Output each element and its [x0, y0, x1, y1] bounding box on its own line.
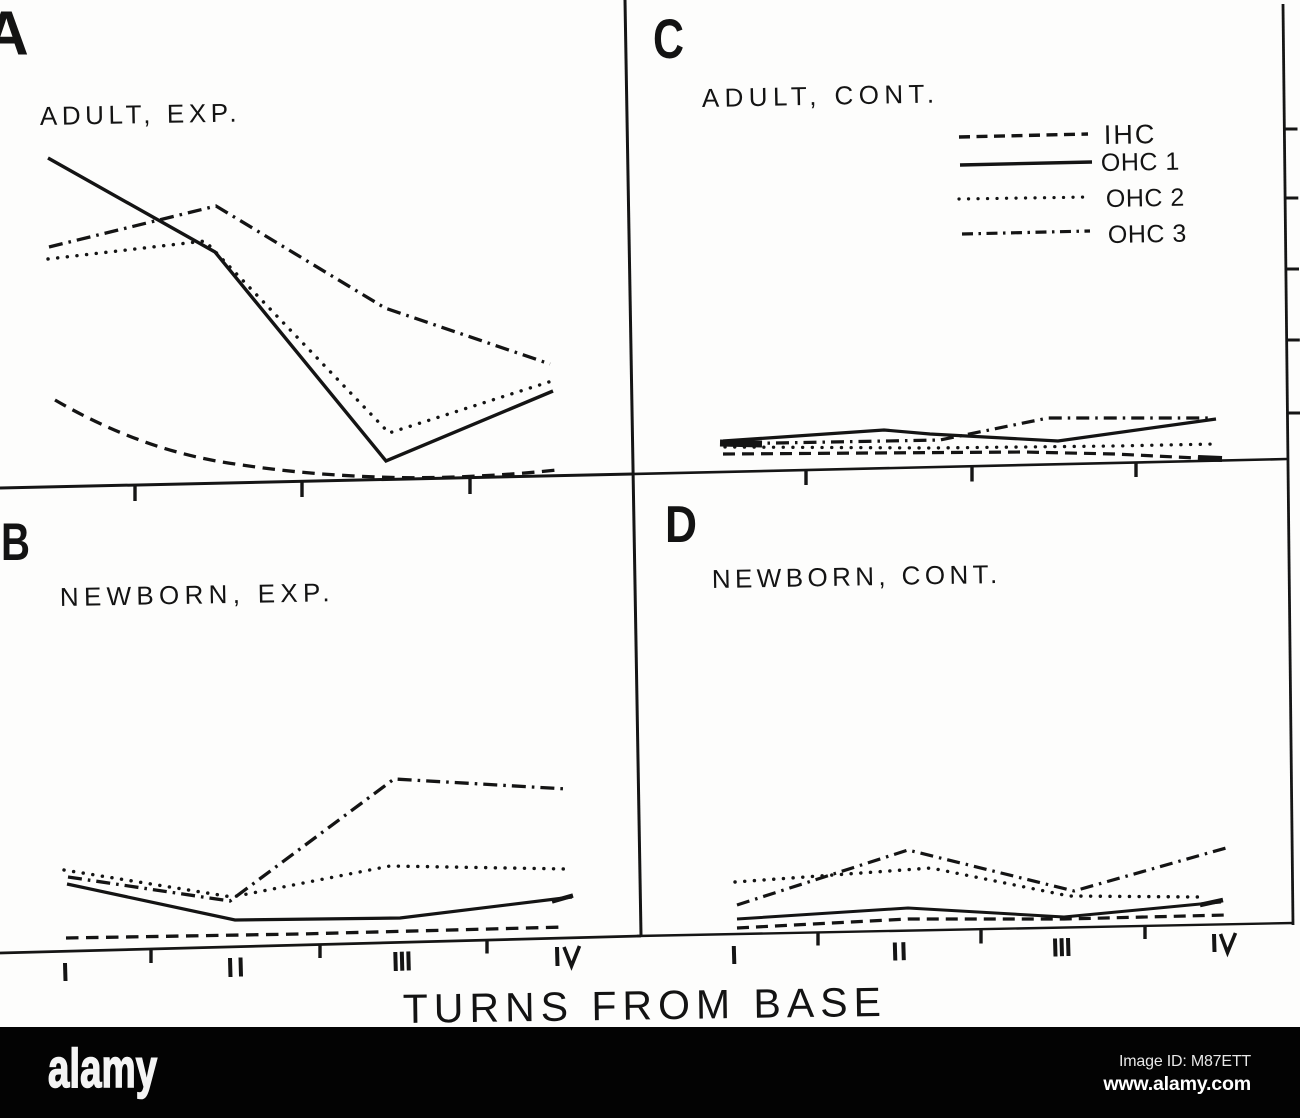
svg-text:OHC 3: OHC 3	[1108, 220, 1187, 249]
svg-text:www.alamy.com: www.alamy.com	[1102, 1073, 1251, 1095]
svg-text:NEWBORN, CONT.: NEWBORN, CONT.	[712, 559, 1002, 594]
svg-text:D: D	[665, 496, 697, 554]
svg-text:ADULT, EXP.: ADULT, EXP.	[40, 97, 242, 131]
svg-text:OHC 1: OHC 1	[1101, 148, 1180, 177]
svg-text:B: B	[1, 513, 30, 572]
svg-text:A: A	[0, 0, 29, 69]
svg-text:TURNS FROM BASE: TURNS FROM BASE	[402, 979, 887, 1032]
svg-text:NEWBORN, EXP.: NEWBORN, EXP.	[60, 577, 336, 612]
svg-text:OHC 2: OHC 2	[1106, 184, 1185, 213]
svg-text:ADULT, CONT.: ADULT, CONT.	[702, 78, 940, 113]
svg-text:Image ID: M87ETT: Image ID: M87ETT	[1119, 1053, 1251, 1070]
svg-text:C: C	[653, 7, 684, 70]
svg-text:alamy: alamy	[48, 1038, 158, 1099]
svg-text:IHC: IHC	[1104, 119, 1157, 150]
